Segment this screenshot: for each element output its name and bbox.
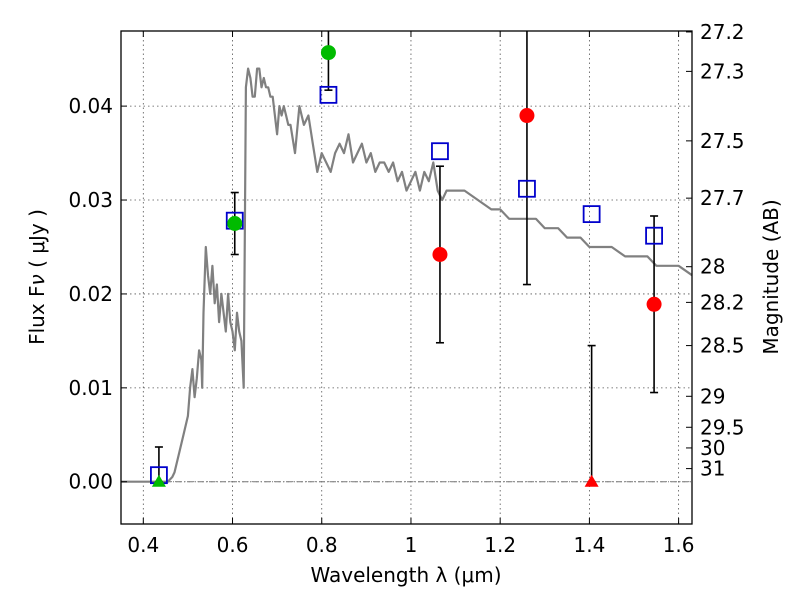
x-tick-label: 0.8 — [306, 533, 338, 557]
model-square-marker — [518, 179, 536, 198]
y-tick-label: 0.02 — [68, 282, 113, 306]
y-tick-label: 0.04 — [68, 94, 113, 118]
y2-axis-label: Magnitude (AB) — [759, 199, 783, 354]
axis-ticks — [121, 31, 692, 524]
y2-tick-label: 29 — [700, 384, 725, 408]
x-tick-label: 1.2 — [484, 533, 516, 557]
template-spectrum-line — [121, 67, 693, 483]
y-tick-label: 0.03 — [68, 188, 113, 212]
detection-points — [227, 45, 662, 312]
model-square-marker — [645, 226, 663, 245]
detection-marker — [519, 108, 535, 124]
y-axis-label: Flux Fν ( μJy ) — [25, 209, 49, 345]
y-axis-label-unit: ( μJy ) — [25, 209, 49, 274]
y2-tick-label: 27.2 — [700, 20, 745, 44]
template-spectrum — [121, 67, 693, 483]
y-axis-label-subscript: ν — [25, 274, 49, 285]
y-tick-labels: 0.00 0.01 0.02 0.03 0.04 — [68, 94, 113, 494]
detection-marker — [646, 296, 662, 312]
y-tick-label: 0.01 — [68, 376, 113, 400]
y2-tick-label: 29.5 — [700, 415, 745, 439]
detection-marker — [227, 216, 243, 232]
y2-tick-label: 28.2 — [700, 290, 745, 314]
model-square-marker — [431, 142, 449, 161]
y2-tick-label: 28 — [700, 255, 725, 279]
x-axis-label: Wavelength λ (μm) — [310, 563, 501, 587]
y2-tick-label: 31 — [700, 457, 725, 481]
x-tick-label: 1.6 — [663, 533, 695, 557]
x-tick-label: 1.4 — [573, 533, 605, 557]
model-square-marker — [319, 85, 338, 104]
x-tick-label: 0.4 — [127, 533, 159, 557]
y2-tick-label: 27.5 — [700, 129, 745, 153]
non-detection-points — [151, 474, 599, 487]
y2-tick-label: 27.7 — [700, 186, 745, 210]
y-tick-label: 0.00 — [68, 470, 113, 494]
x-tick-label: 1 — [405, 533, 418, 557]
nondetection-marker — [151, 474, 166, 487]
x-tick-label: 0.6 — [217, 533, 249, 557]
model-square-marker — [582, 205, 601, 224]
detection-marker — [432, 246, 448, 262]
model-points — [150, 85, 663, 485]
detection-marker — [320, 45, 336, 61]
nondetection-marker — [584, 474, 599, 487]
x-tick-labels: 0.4 0.6 0.8 1 1.2 1.4 1.6 — [127, 533, 694, 557]
y2-tick-label: 27.3 — [700, 59, 745, 83]
y2-tick-label: 30 — [700, 436, 725, 460]
y2-tick-label: 28.5 — [700, 334, 745, 358]
y-axis-label-main: Flux F — [25, 285, 49, 344]
plot-frame — [120, 30, 693, 525]
